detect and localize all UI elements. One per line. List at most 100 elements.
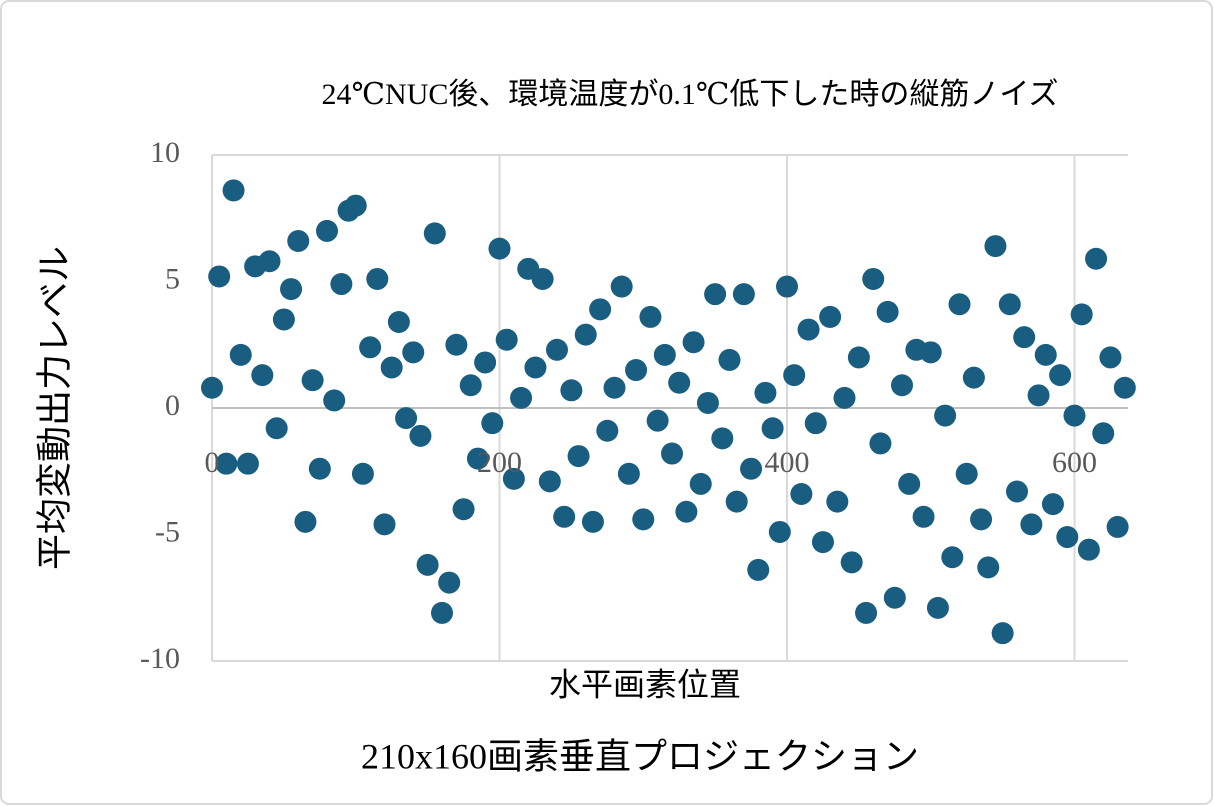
point [423,222,446,245]
point [524,356,547,379]
point [1006,480,1028,503]
y-tick-label: 0 [165,389,180,422]
x-tick-label: 400 [765,446,810,479]
point [977,556,1000,579]
point [560,379,583,402]
point [948,293,971,316]
point [617,462,640,485]
point [567,445,590,468]
point [502,467,525,490]
point [287,230,310,253]
point [380,356,403,379]
point [776,275,798,298]
point [1056,526,1079,549]
point [761,417,784,440]
point [488,237,511,260]
point [955,462,978,485]
caption: 210x160画素垂直プロジェクション [361,736,919,776]
point [675,500,698,523]
point [201,376,223,399]
point [754,381,777,404]
point [610,275,633,298]
point [236,452,259,475]
point [538,470,561,493]
point [387,310,410,333]
point [725,490,748,513]
point [661,442,683,465]
point [1106,515,1129,538]
y-tick-label: 10 [150,136,180,169]
point [481,412,504,435]
point [1070,303,1093,326]
point [466,447,489,470]
point [869,432,892,455]
point [1085,247,1108,270]
point [833,386,856,409]
point [215,452,238,475]
point [431,601,453,624]
point [330,273,353,296]
point [704,283,727,306]
point [883,586,906,609]
point [826,490,849,513]
point [1049,364,1072,387]
point [416,553,439,576]
point [208,265,231,288]
point [653,343,676,366]
point [1099,346,1122,369]
point [768,520,791,543]
point [847,346,870,369]
point [1092,422,1115,445]
point [632,508,655,531]
point [258,250,281,273]
point [546,338,568,361]
point [862,267,885,290]
point [783,364,806,387]
point [898,472,921,495]
point [1041,493,1064,516]
point [811,531,834,554]
point [409,424,432,447]
point [438,571,461,594]
point [373,513,396,536]
x-tick-label: 0 [205,446,220,479]
point [804,412,827,435]
y-tick-label: -10 [140,642,180,675]
point [941,546,964,569]
point [934,404,957,427]
point [323,389,346,412]
point [589,298,612,321]
y-tick-label: 5 [165,262,180,295]
x-tick-label: 600 [1052,446,1097,479]
point [581,510,604,533]
point [876,300,899,323]
point [474,351,497,374]
point [222,179,245,202]
point [229,343,252,366]
point [682,331,705,354]
point [718,348,741,371]
point [797,318,820,341]
point [553,505,576,528]
point [998,293,1021,316]
point [459,374,482,397]
point [668,371,691,394]
point [912,505,935,528]
point [359,336,382,359]
point [1063,404,1086,427]
point [265,417,288,440]
point [510,386,533,409]
point [294,510,317,533]
point [639,305,662,328]
point [351,462,374,485]
point [962,366,985,389]
point [732,283,755,306]
chart-title: 24℃NUC後、環境温度が0.1℃低下した時の縦筋ノイズ [321,78,1058,111]
point [395,407,418,430]
point [603,376,626,399]
point [495,328,518,351]
point [280,278,303,301]
point [308,457,331,480]
point [301,369,324,392]
point [970,508,993,531]
